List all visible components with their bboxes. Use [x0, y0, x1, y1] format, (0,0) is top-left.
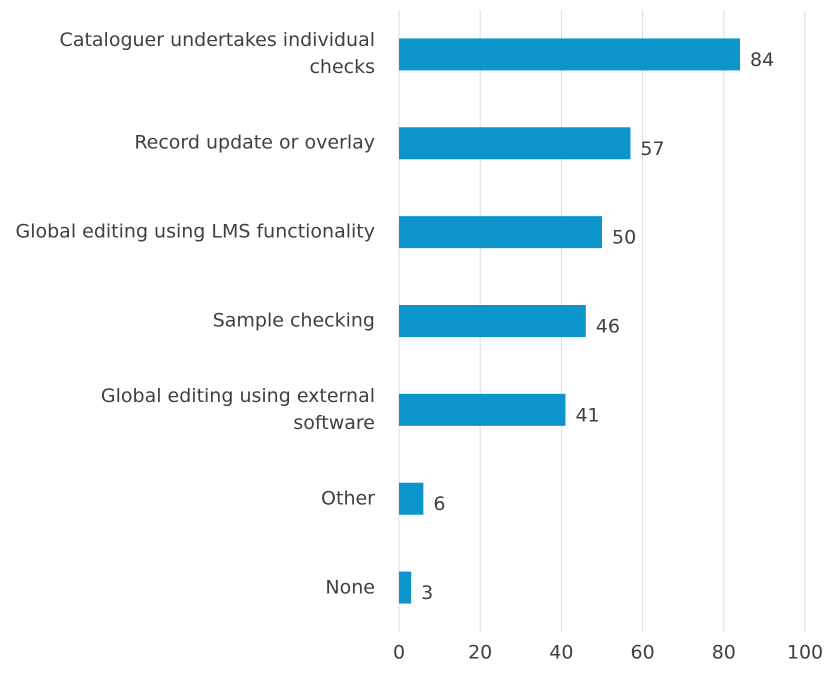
bar — [399, 216, 602, 249]
bar — [399, 482, 424, 515]
y-tick-label: None — [325, 576, 375, 599]
value-label: 46 — [596, 316, 620, 338]
x-tick-label: 60 — [631, 642, 655, 664]
bar — [399, 571, 412, 604]
value-label: 3 — [421, 582, 433, 604]
bar — [399, 127, 631, 160]
bar — [399, 38, 741, 71]
x-tick-label: 100 — [787, 642, 823, 664]
value-label: 84 — [750, 49, 774, 71]
y-tick-label: Global editing using LMS functionality — [15, 220, 376, 243]
bar — [399, 393, 566, 426]
x-tick-label: 80 — [712, 642, 736, 664]
x-tick-label: 20 — [468, 642, 492, 664]
y-tick-label: Other — [321, 487, 375, 510]
value-label: 57 — [640, 138, 664, 160]
bar — [399, 305, 586, 337]
x-tick-label: 40 — [549, 642, 573, 664]
x-tick-label: 0 — [393, 642, 405, 664]
y-tick-label: Cataloguer undertakes individual checks — [59, 29, 375, 79]
value-label: 50 — [612, 227, 636, 249]
y-tick-label: Record update or overlay — [134, 131, 375, 154]
y-tick-label: Global editing using external software — [100, 384, 375, 434]
value-label: 41 — [575, 404, 599, 426]
y-tick-label: Sample checking — [212, 309, 375, 332]
value-label: 6 — [433, 493, 445, 515]
